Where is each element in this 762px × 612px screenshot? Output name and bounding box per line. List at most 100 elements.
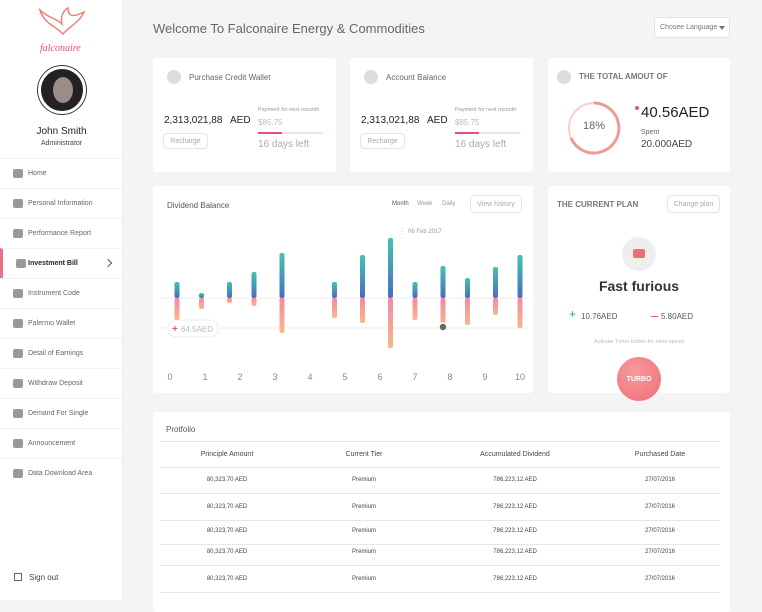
total-card: THE TOTAL AMOUT OF 18% 40.56AED Spent 20… (548, 58, 730, 172)
row-line (160, 493, 720, 494)
payment-label: Payment for next mounth (258, 107, 320, 113)
ring (568, 101, 621, 155)
progress-track (455, 132, 520, 134)
sign-out[interactable]: Sign out (29, 573, 59, 582)
user-name: John Smith (36, 126, 87, 137)
cell: 80,323,70 AED (206, 528, 248, 534)
cell: 27/07/2016 (644, 576, 676, 582)
menu-item[interactable]: Performance Report (0, 218, 123, 248)
sidebar: falconaire John Smith Administrator Home… (0, 0, 123, 600)
wallet-card: Account Balance 2,313,021,88 AED Payment fo… (350, 58, 533, 172)
cell: 786,223,12 AED (493, 477, 537, 483)
plan-name: Fast furious (598, 278, 680, 294)
menu-label: Investment Bill (28, 260, 78, 267)
menu-item[interactable]: Demand For Single (0, 398, 123, 428)
portfolio-card: Protfolio (153, 412, 730, 612)
column-header: Principle Amount (200, 451, 254, 458)
change-plan[interactable]: Change plan (667, 195, 720, 213)
cell: 27/07/2016 (644, 477, 676, 483)
tab[interactable]: Daily (442, 201, 456, 207)
page-title: Welcome To Falconaire Energy & Commoditi… (153, 21, 425, 36)
cell: Premium (351, 504, 377, 510)
menu-item[interactable]: Data Download Area (0, 458, 123, 488)
menu-label: Personal Information (28, 200, 93, 207)
portfolio-title: Protfolio (166, 425, 196, 434)
menu-item[interactable]: Home (0, 158, 123, 188)
menu-item[interactable]: Palermo Wallet (0, 308, 123, 338)
dividend-card: Dividend Balance Month Week Daily View h… (153, 186, 533, 393)
plan-icon (622, 237, 656, 271)
turbo-button[interactable]: TURBO (617, 357, 661, 401)
column-header: Purchased Date (634, 451, 686, 458)
menu-icon (13, 349, 23, 358)
recharge[interactable]: Recharge (163, 133, 208, 149)
menu-icon (13, 439, 23, 448)
menu-item[interactable]: Investment Bill (0, 248, 123, 278)
card-amount: 2,313,021,88 (164, 115, 223, 126)
progress-fill (258, 132, 282, 134)
cell: 786,223,12 AED (493, 549, 537, 555)
menu-icon (13, 169, 23, 178)
cell: 27/07/2016 (644, 549, 676, 555)
cell: 786,223,12 AED (493, 528, 537, 534)
plan-hint: Activate Turbo botton for mine speed (594, 339, 684, 345)
menu-item[interactable]: Instrument Code (0, 278, 123, 308)
row-line (160, 565, 720, 566)
spent-label: Spent (641, 129, 660, 136)
menu-item[interactable]: Personal Information (0, 188, 123, 218)
menu-item[interactable]: Withdraw Deposit (0, 368, 123, 398)
language-label: Chosee Language (660, 24, 718, 31)
cell: 80,323,70 AED (206, 576, 248, 582)
header-line (160, 441, 720, 442)
menu-label: Announcement (28, 440, 76, 447)
cell: Premium (351, 477, 377, 483)
payment: $85.75 (258, 118, 283, 127)
recharge[interactable]: Recharge (360, 133, 405, 149)
column-header: Accumulated Dividend (480, 451, 550, 458)
card-icon (364, 70, 378, 84)
card-currency: AED (230, 115, 251, 126)
menu-icon (13, 229, 23, 238)
cell: 786,223,12 AED (493, 576, 537, 582)
user-role: Administrator (40, 140, 83, 147)
menu-icon (13, 409, 23, 418)
card-icon (167, 70, 181, 84)
cell: Premium (351, 549, 377, 555)
logo-mark (38, 6, 86, 36)
plan-loss: 5.80AED (661, 312, 694, 321)
cell: 80,323,70 AED (206, 477, 248, 483)
menu-icon (13, 319, 23, 328)
menu-label: Performance Report (28, 230, 92, 237)
menu-icon (16, 259, 26, 268)
menu-label: Detail of Earnings (28, 350, 84, 357)
menu-label: Palermo Wallet (28, 320, 76, 327)
progress-fill (455, 132, 479, 134)
menu-icon (13, 469, 23, 478)
payment: $85.75 (455, 118, 480, 127)
total-title: THE TOTAL AMOUT OF (579, 72, 668, 81)
menu-item[interactable]: Detail of Earnings (0, 338, 123, 368)
menu-label: Home (28, 170, 47, 177)
menu-item[interactable]: Announcement (0, 428, 123, 458)
language-select[interactable]: Chosee Language (654, 17, 730, 38)
wallet-card: Purchase Credit Wallet 2,313,021,88 AED Pay… (153, 58, 336, 172)
view-history[interactable]: View history (470, 195, 522, 213)
total-icon (557, 70, 571, 84)
chart-title: Dividend Balance (167, 201, 230, 210)
tab[interactable]: Month (392, 201, 409, 207)
days-left: 16 days left (258, 139, 310, 150)
cell: 80,323,70 AED (206, 504, 248, 510)
menu-icon (13, 289, 23, 298)
menu-label: Instrument Code (28, 290, 80, 297)
row-line (160, 592, 720, 593)
cell: 27/07/2016 (644, 504, 676, 510)
payment-label: Payment for next mounth (455, 107, 517, 113)
column-header: Current Tier (345, 451, 383, 458)
plan-title: THE CURRENT PLAN (557, 200, 639, 209)
card-amount: 2,313,021,88 (361, 115, 420, 126)
card-title: Purchase Credit Wallet (189, 73, 271, 82)
plan-card: THE CURRENT PLAN Change plan Fast furiou… (548, 186, 730, 401)
card-currency: AED (427, 115, 448, 126)
tab[interactable]: Week (417, 201, 433, 207)
